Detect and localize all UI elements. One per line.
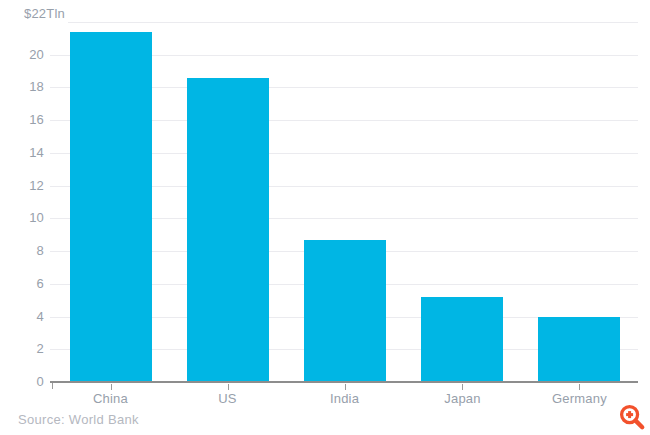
y-axis-tick-label: 0 xyxy=(0,374,44,390)
zoom-in-icon xyxy=(618,403,646,431)
y-axis-tick-label: 10 xyxy=(0,210,44,226)
x-axis-tick xyxy=(579,384,580,390)
x-axis-tick xyxy=(111,384,112,390)
x-axis-tick xyxy=(462,384,463,390)
bar-china[interactable] xyxy=(70,32,152,382)
x-axis-line xyxy=(50,381,638,383)
bar-india[interactable] xyxy=(304,240,386,382)
plot-area: 0 2 4 6 8 10 12 14 16 18 20 $22Tln ChinaUSIndiaJapan… xyxy=(0,0,650,435)
x-axis-category-label: Japan xyxy=(404,391,521,407)
y-axis-tick-label: 8 xyxy=(0,243,44,259)
y-axis-tick-label: 6 xyxy=(0,276,44,292)
x-axis-origin-tick xyxy=(52,383,53,389)
y-axis-tick-label: 2 xyxy=(0,341,44,357)
y-axis-tick-label: 4 xyxy=(0,309,44,325)
x-axis-category-label: China xyxy=(52,391,169,407)
x-axis-category-label: India xyxy=(286,391,403,407)
x-axis-tick xyxy=(228,384,229,390)
y-axis-tick-label: 12 xyxy=(0,178,44,194)
y-axis-tick-label: 16 xyxy=(0,112,44,128)
x-axis-tick xyxy=(345,384,346,390)
y-axis-tick-label: 14 xyxy=(0,145,44,161)
bar-us[interactable] xyxy=(187,78,269,382)
zoom-button[interactable] xyxy=(616,401,648,433)
gridline xyxy=(68,22,638,23)
bar-japan[interactable] xyxy=(421,297,503,382)
x-axis-category-label: US xyxy=(169,391,286,407)
bar-chart: 0 2 4 6 8 10 12 14 16 18 20 $22Tln ChinaUSIndiaJapan… xyxy=(0,0,650,435)
y-axis-tick-label: 18 xyxy=(0,79,44,95)
source-label: Source: World Bank xyxy=(18,412,139,427)
y-axis-tick-label: 20 xyxy=(0,47,44,63)
y-axis-top-label: $22Tln xyxy=(24,7,65,21)
bar-germany[interactable] xyxy=(538,317,620,382)
